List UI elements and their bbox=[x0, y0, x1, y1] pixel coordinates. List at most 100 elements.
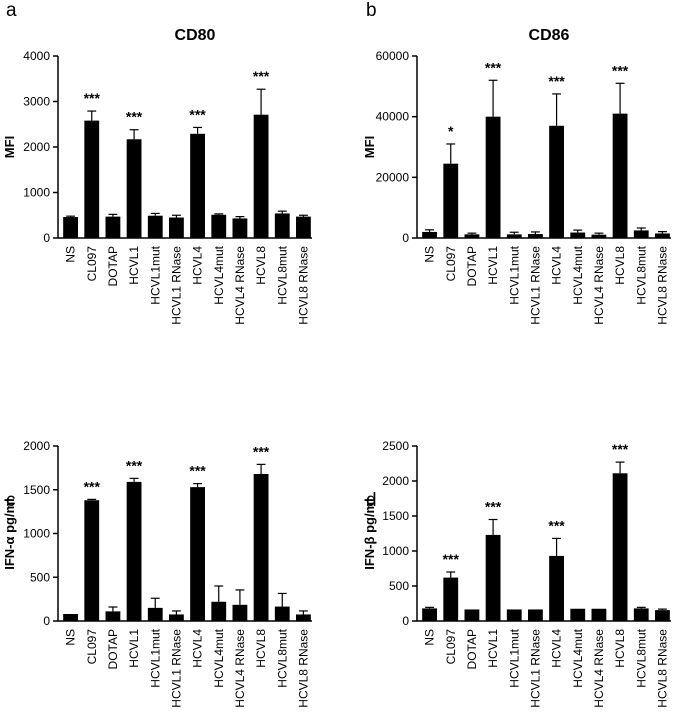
x-tick-label: HCVL8mut bbox=[634, 628, 648, 687]
significance-label: *** bbox=[443, 551, 460, 567]
bar bbox=[464, 234, 480, 238]
significance-label: *** bbox=[126, 109, 143, 125]
bar bbox=[274, 213, 290, 238]
x-tick-label: NS bbox=[64, 246, 78, 263]
y-tick-label: 2000 bbox=[382, 474, 409, 488]
x-tick-label: HCVL1 bbox=[127, 629, 141, 668]
bar bbox=[169, 614, 184, 621]
x-tick-label: HCVL1 RNase bbox=[528, 629, 542, 708]
bar bbox=[84, 500, 100, 621]
x-tick-label: HCVL1 bbox=[486, 629, 500, 668]
significance-label: *** bbox=[548, 73, 565, 89]
x-tick-label: NS bbox=[423, 246, 437, 263]
y-tick-label: 2500 bbox=[382, 439, 409, 453]
bar bbox=[506, 609, 522, 621]
x-tick-label: HCVL8 RNase bbox=[655, 629, 669, 708]
panel-letter: b bbox=[366, 0, 377, 21]
bar bbox=[549, 125, 564, 238]
x-tick-label: HCVL1 RNase bbox=[528, 246, 542, 325]
x-tick-label: HCVL1 bbox=[486, 246, 500, 285]
x-tick-label: HCVL4 RNase bbox=[233, 629, 247, 708]
y-tick-label: 2000 bbox=[23, 439, 50, 453]
y-tick-label: 60000 bbox=[376, 49, 410, 63]
bar bbox=[190, 487, 205, 621]
bar bbox=[591, 608, 607, 621]
x-tick-label: HCVL4mut bbox=[571, 245, 585, 304]
bar bbox=[464, 609, 480, 621]
bar bbox=[190, 133, 205, 238]
y-tick-label: 0 bbox=[43, 231, 50, 245]
x-tick-label: HCVL8mut bbox=[275, 628, 289, 687]
x-tick-label: HCVL1 RNase bbox=[169, 629, 183, 708]
panel-letter: a bbox=[6, 0, 17, 21]
bar bbox=[422, 608, 437, 621]
x-tick-label: HCVL1mut bbox=[507, 245, 521, 304]
y-axis-label: IFN-β pg/ml bbox=[362, 498, 377, 569]
y-tick-label: 1500 bbox=[23, 483, 50, 497]
x-tick-label: HCVL1mut bbox=[148, 245, 162, 304]
bar bbox=[232, 218, 248, 238]
bar bbox=[147, 607, 163, 621]
bar bbox=[506, 234, 522, 238]
significance-label: *** bbox=[612, 62, 629, 78]
x-tick-label: HCVL8 RNase bbox=[296, 629, 310, 708]
significance-label: *** bbox=[189, 106, 206, 122]
bar bbox=[633, 230, 649, 238]
significance-label: *** bbox=[253, 443, 270, 459]
x-tick-label: DOTAP bbox=[465, 246, 479, 286]
bar bbox=[655, 233, 670, 238]
chart-panel-d: d 0 500 1000 1500 2000 2500 IFN-β pg/ml NS *** CL0… bbox=[362, 439, 671, 708]
bar bbox=[570, 608, 586, 621]
significance-label: *** bbox=[189, 463, 206, 479]
y-axis-label: IFN-α pg/ml bbox=[2, 498, 17, 570]
bar bbox=[528, 609, 543, 621]
bar bbox=[612, 473, 628, 621]
significance-label: *** bbox=[253, 68, 270, 84]
significance-label: *** bbox=[485, 59, 502, 75]
bar bbox=[211, 214, 227, 238]
y-tick-label: 500 bbox=[389, 579, 409, 593]
x-tick-label: HCVL8mut bbox=[634, 245, 648, 304]
bar bbox=[422, 231, 437, 238]
y-tick-label: 0 bbox=[402, 231, 409, 245]
x-tick-label: DOTAP bbox=[106, 629, 120, 669]
x-tick-label: HCVL4mut bbox=[571, 628, 585, 687]
x-tick-label: DOTAP bbox=[465, 629, 479, 669]
chart-panel-a: a CD80 0 1000 2000 3000 4000 MFI NS *** CL097 DOTAP… bbox=[2, 0, 312, 325]
significance-label: *** bbox=[612, 441, 629, 457]
bar bbox=[211, 601, 227, 621]
bar bbox=[232, 604, 248, 621]
bar bbox=[549, 555, 564, 621]
y-tick-label: 500 bbox=[30, 570, 50, 584]
bar bbox=[147, 215, 163, 238]
y-tick-label: 20000 bbox=[376, 170, 410, 184]
significance-label: *** bbox=[548, 517, 565, 533]
x-tick-label: NS bbox=[64, 629, 78, 646]
x-tick-label: HCVL8 bbox=[613, 246, 627, 285]
bar bbox=[485, 116, 501, 238]
bar bbox=[253, 114, 269, 238]
y-tick-label: 3000 bbox=[23, 95, 50, 109]
chart-panel-b: b CD86 0 20000 40000 60000 MFI NS * CL097 DOTAP ***… bbox=[362, 0, 671, 325]
chart-title: CD86 bbox=[529, 27, 570, 44]
x-tick-label: HCVL4 RNase bbox=[233, 246, 247, 325]
significance-label: *** bbox=[84, 90, 101, 106]
x-tick-label: CL097 bbox=[444, 629, 458, 665]
x-tick-label: HCVL8mut bbox=[275, 245, 289, 304]
x-tick-label: HCVL4mut bbox=[212, 245, 226, 304]
significance-label: *** bbox=[485, 499, 502, 515]
y-axis-label: MFI bbox=[2, 136, 17, 158]
bar bbox=[443, 163, 459, 238]
x-tick-label: NS bbox=[423, 629, 437, 646]
bar bbox=[570, 232, 586, 238]
bar bbox=[169, 217, 184, 238]
significance-label: * bbox=[448, 123, 454, 139]
bar bbox=[296, 216, 311, 238]
bar bbox=[63, 217, 78, 238]
bar bbox=[126, 481, 142, 621]
x-tick-label: CL097 bbox=[444, 246, 458, 282]
bar bbox=[296, 614, 311, 621]
x-tick-label: HCVL1mut bbox=[148, 628, 162, 687]
y-tick-label: 1000 bbox=[23, 527, 50, 541]
y-tick-label: 40000 bbox=[376, 110, 410, 124]
